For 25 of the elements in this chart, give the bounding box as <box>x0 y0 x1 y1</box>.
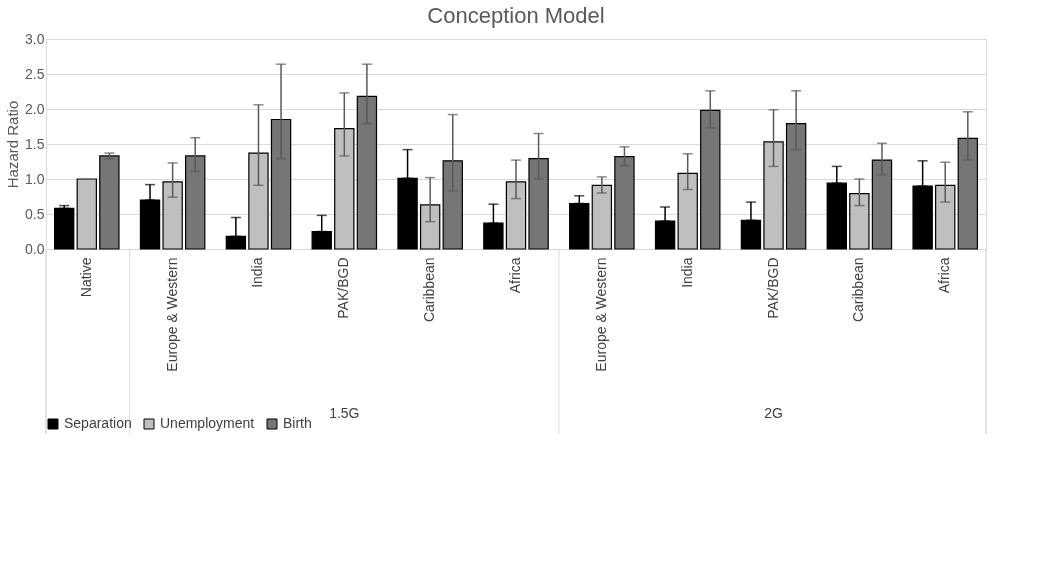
y-tick-label: 0.0 <box>25 240 45 257</box>
y-tick-label: 1.0 <box>25 170 45 187</box>
x-tick-label: PAK/BGD <box>764 257 781 319</box>
chart-title: Conception Model <box>427 3 605 28</box>
x-tick-label: PAK/BGD <box>335 257 352 319</box>
x-tick-label: Europe & Western <box>163 257 180 372</box>
x-tick-label: India <box>678 257 695 288</box>
x-tick-label: Europe & Western <box>592 257 609 372</box>
y-tick-label: 2.5 <box>25 65 45 82</box>
y-tick-label: 0.5 <box>25 205 45 222</box>
x-tick-label: Caribbean <box>850 257 867 323</box>
y-tick-label: 2.0 <box>25 100 45 117</box>
x-tick-label: Africa <box>507 257 523 294</box>
legend-label: Birth <box>283 415 312 431</box>
x-tick-label: Native <box>77 257 94 298</box>
y-axis-title: Hazard Ratio <box>4 100 22 189</box>
x-tick-label: Caribbean <box>421 257 438 323</box>
legend-label: Separation <box>64 415 132 431</box>
text: 2G <box>764 405 783 421</box>
x-tick-label: India <box>249 257 266 288</box>
y-tick-label: 1.5 <box>25 135 45 152</box>
y-tick-label: 3.0 <box>25 30 45 47</box>
legend-label: Unemployment <box>160 415 255 431</box>
x-tick-label: Africa <box>936 257 953 294</box>
text: 1.5G <box>329 405 360 421</box>
